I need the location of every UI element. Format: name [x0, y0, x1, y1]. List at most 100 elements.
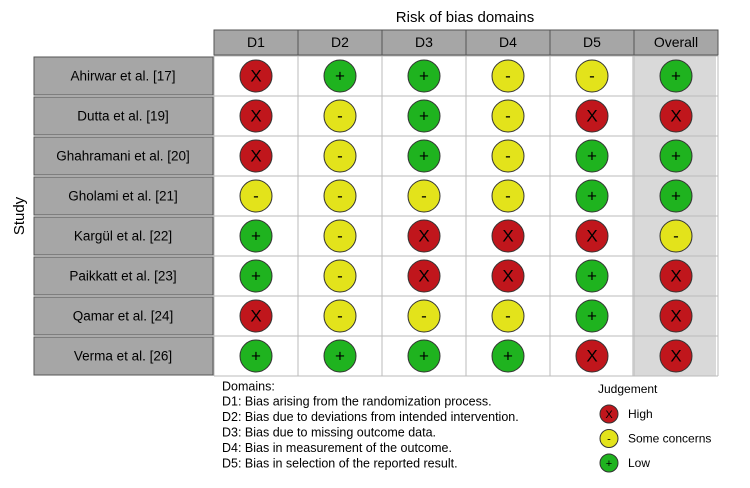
legend-label: Low — [628, 456, 650, 470]
judgement-symbol: - — [505, 66, 511, 85]
domains-heading: Domains: — [222, 379, 275, 393]
judgement-dot — [239, 299, 273, 333]
judgement-symbol: X — [670, 266, 681, 285]
judgement-symbol: + — [251, 226, 261, 245]
judgement-symbol: X — [250, 106, 261, 125]
judgement-dot — [575, 219, 609, 253]
column-header-label: D2 — [331, 34, 349, 50]
judgement-dot — [659, 139, 693, 173]
study-label: Ahirwar et al. [17] — [70, 69, 175, 84]
study-label-box — [33, 136, 214, 176]
judgement-dot — [239, 219, 273, 253]
judgement-dot — [491, 339, 525, 373]
judgement-symbol: + — [419, 346, 429, 365]
judgement-dot — [491, 259, 525, 293]
judgement-dot — [407, 219, 441, 253]
judgement-symbol: X — [250, 66, 261, 85]
judgement-symbol: X — [502, 266, 513, 285]
title: Risk of bias domains — [396, 9, 534, 26]
judgement-dot — [323, 139, 357, 173]
judgement-dot — [575, 179, 609, 213]
legend-dot — [599, 429, 619, 448]
judgement-symbol: - — [337, 306, 343, 325]
legend-symbol: X — [605, 409, 613, 421]
domain-line: D2: Bias due to deviations from intended… — [222, 410, 519, 424]
judgement-dot — [659, 59, 693, 93]
judgement-symbol: X — [250, 146, 261, 165]
judgement-dot — [407, 139, 441, 173]
judgement-dot — [323, 179, 357, 213]
judgement-dot — [323, 219, 357, 253]
judgement-dot — [491, 99, 525, 133]
judgement-dot — [491, 59, 525, 93]
judgement-dot — [323, 59, 357, 93]
legend-dot — [599, 453, 619, 473]
study-label: Paikkatt et al. [23] — [69, 269, 176, 284]
column-header — [549, 29, 635, 56]
judgement-symbol: - — [337, 146, 343, 165]
judgement-dot — [407, 259, 441, 293]
judgement-dot — [239, 259, 273, 293]
judgement-dot — [407, 179, 441, 213]
legend-label: High — [628, 407, 653, 421]
judgement-dot — [407, 299, 441, 333]
judgement-dot — [659, 179, 693, 213]
judgement-dot — [575, 299, 609, 333]
domain-line: D4: Bias in measurement of the outcome. — [222, 441, 452, 455]
study-label-box — [33, 176, 214, 216]
judgement-dot — [491, 299, 525, 333]
study-label: Verma et al. [26] — [74, 349, 172, 364]
judgement-heading: Judgement — [598, 382, 658, 396]
judgement-dot — [659, 259, 693, 293]
judgement-symbol: - — [505, 146, 511, 165]
judgement-dot — [491, 219, 525, 253]
judgement-symbol: + — [335, 346, 345, 365]
judgement-dot — [575, 59, 609, 93]
domain-line: D1: Bias arising from the randomization … — [222, 394, 492, 408]
study-label-box — [33, 296, 214, 336]
judgement-dot — [575, 99, 609, 133]
judgement-symbol: - — [337, 186, 343, 205]
column-header-label: Overall — [654, 34, 698, 50]
judgement-symbol: + — [251, 346, 261, 365]
judgement-dot — [491, 139, 525, 173]
judgement-symbol: X — [670, 306, 681, 325]
judgement-dot — [407, 99, 441, 133]
judgement-dot — [575, 259, 609, 293]
judgement-symbol: + — [419, 146, 429, 165]
judgement-symbol: + — [251, 266, 261, 285]
judgement-symbol: + — [671, 66, 681, 85]
column-header-label: D5 — [583, 34, 601, 50]
judgement-symbol: X — [586, 106, 597, 125]
judgement-symbol: + — [587, 266, 597, 285]
judgement-dot — [239, 179, 273, 213]
judgement-symbol: - — [337, 266, 343, 285]
study-label: Qamar et al. [24] — [73, 309, 174, 324]
judgement-symbol: X — [586, 346, 597, 365]
judgement-dot — [239, 99, 273, 133]
judgement-symbol: - — [505, 186, 511, 205]
judgement-symbol: + — [587, 186, 597, 205]
domain-line: D3: Bias due to missing outcome data. — [222, 425, 436, 439]
column-header — [213, 29, 299, 56]
judgement-symbol: X — [586, 226, 597, 245]
judgement-symbol: + — [419, 66, 429, 85]
column-header-label: D4 — [499, 34, 517, 50]
judgement-dot — [659, 219, 693, 253]
legend-dot — [599, 404, 619, 424]
column-header-label: D3 — [415, 34, 433, 50]
legend-symbol: - — [607, 433, 611, 445]
judgement-symbol: X — [502, 226, 513, 245]
judgement-symbol: X — [670, 346, 681, 365]
judgement-symbol: - — [505, 306, 511, 325]
judgement-dot — [491, 179, 525, 213]
judgement-dot — [659, 339, 693, 373]
study-label-box — [33, 96, 214, 136]
column-header-label: D1 — [247, 34, 265, 50]
judgement-symbol: + — [587, 146, 597, 165]
judgement-symbol: - — [673, 226, 679, 245]
judgement-dot — [323, 259, 357, 293]
study-label-box — [33, 256, 214, 296]
judgement-dot — [239, 59, 273, 93]
